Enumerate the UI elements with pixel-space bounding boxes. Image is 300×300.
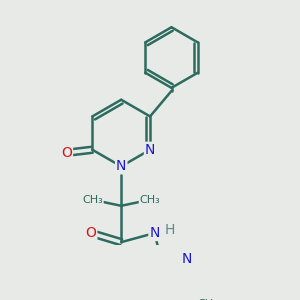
Text: CH₃: CH₃	[82, 195, 103, 205]
Text: H: H	[165, 223, 175, 237]
Text: N: N	[145, 143, 155, 157]
Text: CH₃: CH₃	[197, 299, 218, 300]
Text: N: N	[149, 226, 160, 240]
Text: N: N	[182, 252, 192, 266]
Text: O: O	[85, 226, 96, 240]
Text: O: O	[61, 146, 72, 160]
Text: CH₃: CH₃	[140, 195, 160, 205]
Text: N: N	[116, 159, 126, 173]
